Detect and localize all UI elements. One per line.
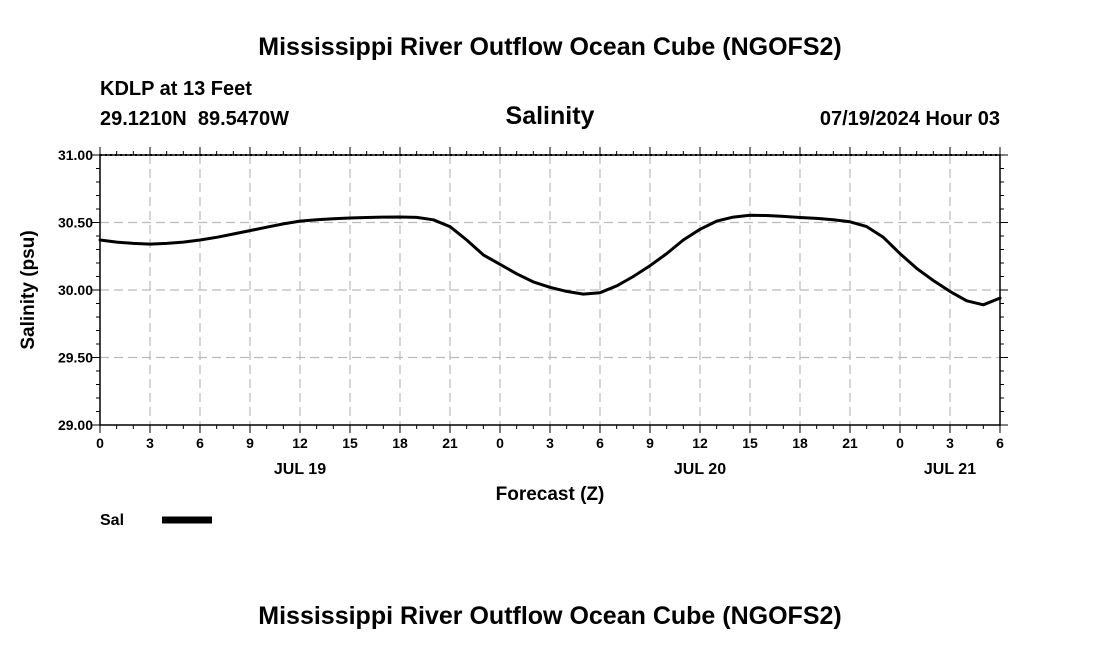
- y-tick-label: 30.50: [58, 215, 93, 231]
- x-tick-label: 15: [742, 435, 758, 451]
- legend-label-sal: Sal: [100, 512, 124, 529]
- station-coordinates: 29.1210N 89.5470W: [100, 108, 289, 130]
- x-tick-label: 21: [442, 435, 458, 451]
- series-line-sal: [98, 213, 1002, 307]
- x-tick-label: 3: [946, 435, 954, 451]
- x-tick-label: 12: [692, 435, 708, 451]
- y-tick-label: 31.00: [58, 147, 93, 163]
- tick-labels: 29.00 29.50 30.00 30.50 31.00 0 3 6 9 12 15 18 21 0 3 6…: [58, 147, 1004, 478]
- y-tick-label: 30.00: [58, 282, 93, 298]
- x-tick-label: 6: [996, 435, 1004, 451]
- x-tick-label: 15: [342, 435, 358, 451]
- y-axis-label: Salinity (psu): [18, 230, 39, 349]
- x-tick-label: 9: [246, 435, 254, 451]
- y-tick-label: 29.50: [58, 350, 93, 366]
- x-tick-label: 3: [546, 435, 554, 451]
- date-label: JUL 20: [674, 461, 726, 478]
- forecast-timestamp: 07/19/2024 Hour 03: [820, 108, 1000, 130]
- x-tick-label: 0: [496, 435, 504, 451]
- x-tick-label: 18: [392, 435, 408, 451]
- x-tick-label: 6: [196, 435, 204, 451]
- x-tick-label: 18: [792, 435, 808, 451]
- date-label: JUL 21: [924, 461, 976, 478]
- x-tick-label: 0: [896, 435, 904, 451]
- chart-subtitle: Salinity: [506, 102, 595, 130]
- x-tick-label: 6: [596, 435, 604, 451]
- x-tick-label: 12: [292, 435, 308, 451]
- plot-frame: [99, 154, 1001, 426]
- grid-lines: [100, 155, 1000, 425]
- date-label: JUL 19: [274, 461, 326, 478]
- footer-title: Mississippi River Outflow Ocean Cube (NG…: [258, 602, 841, 630]
- station-label: KDLP at 13 Feet: [100, 78, 252, 100]
- x-tick-label: 3: [146, 435, 154, 451]
- x-tick-label: 9: [646, 435, 654, 451]
- x-tick-label: 21: [842, 435, 858, 451]
- chart-title: Mississippi River Outflow Ocean Cube (NG…: [258, 33, 841, 61]
- x-axis-label: Forecast (Z): [496, 484, 605, 505]
- x-tick-label: 0: [96, 435, 104, 451]
- y-tick-label: 29.00: [58, 417, 93, 433]
